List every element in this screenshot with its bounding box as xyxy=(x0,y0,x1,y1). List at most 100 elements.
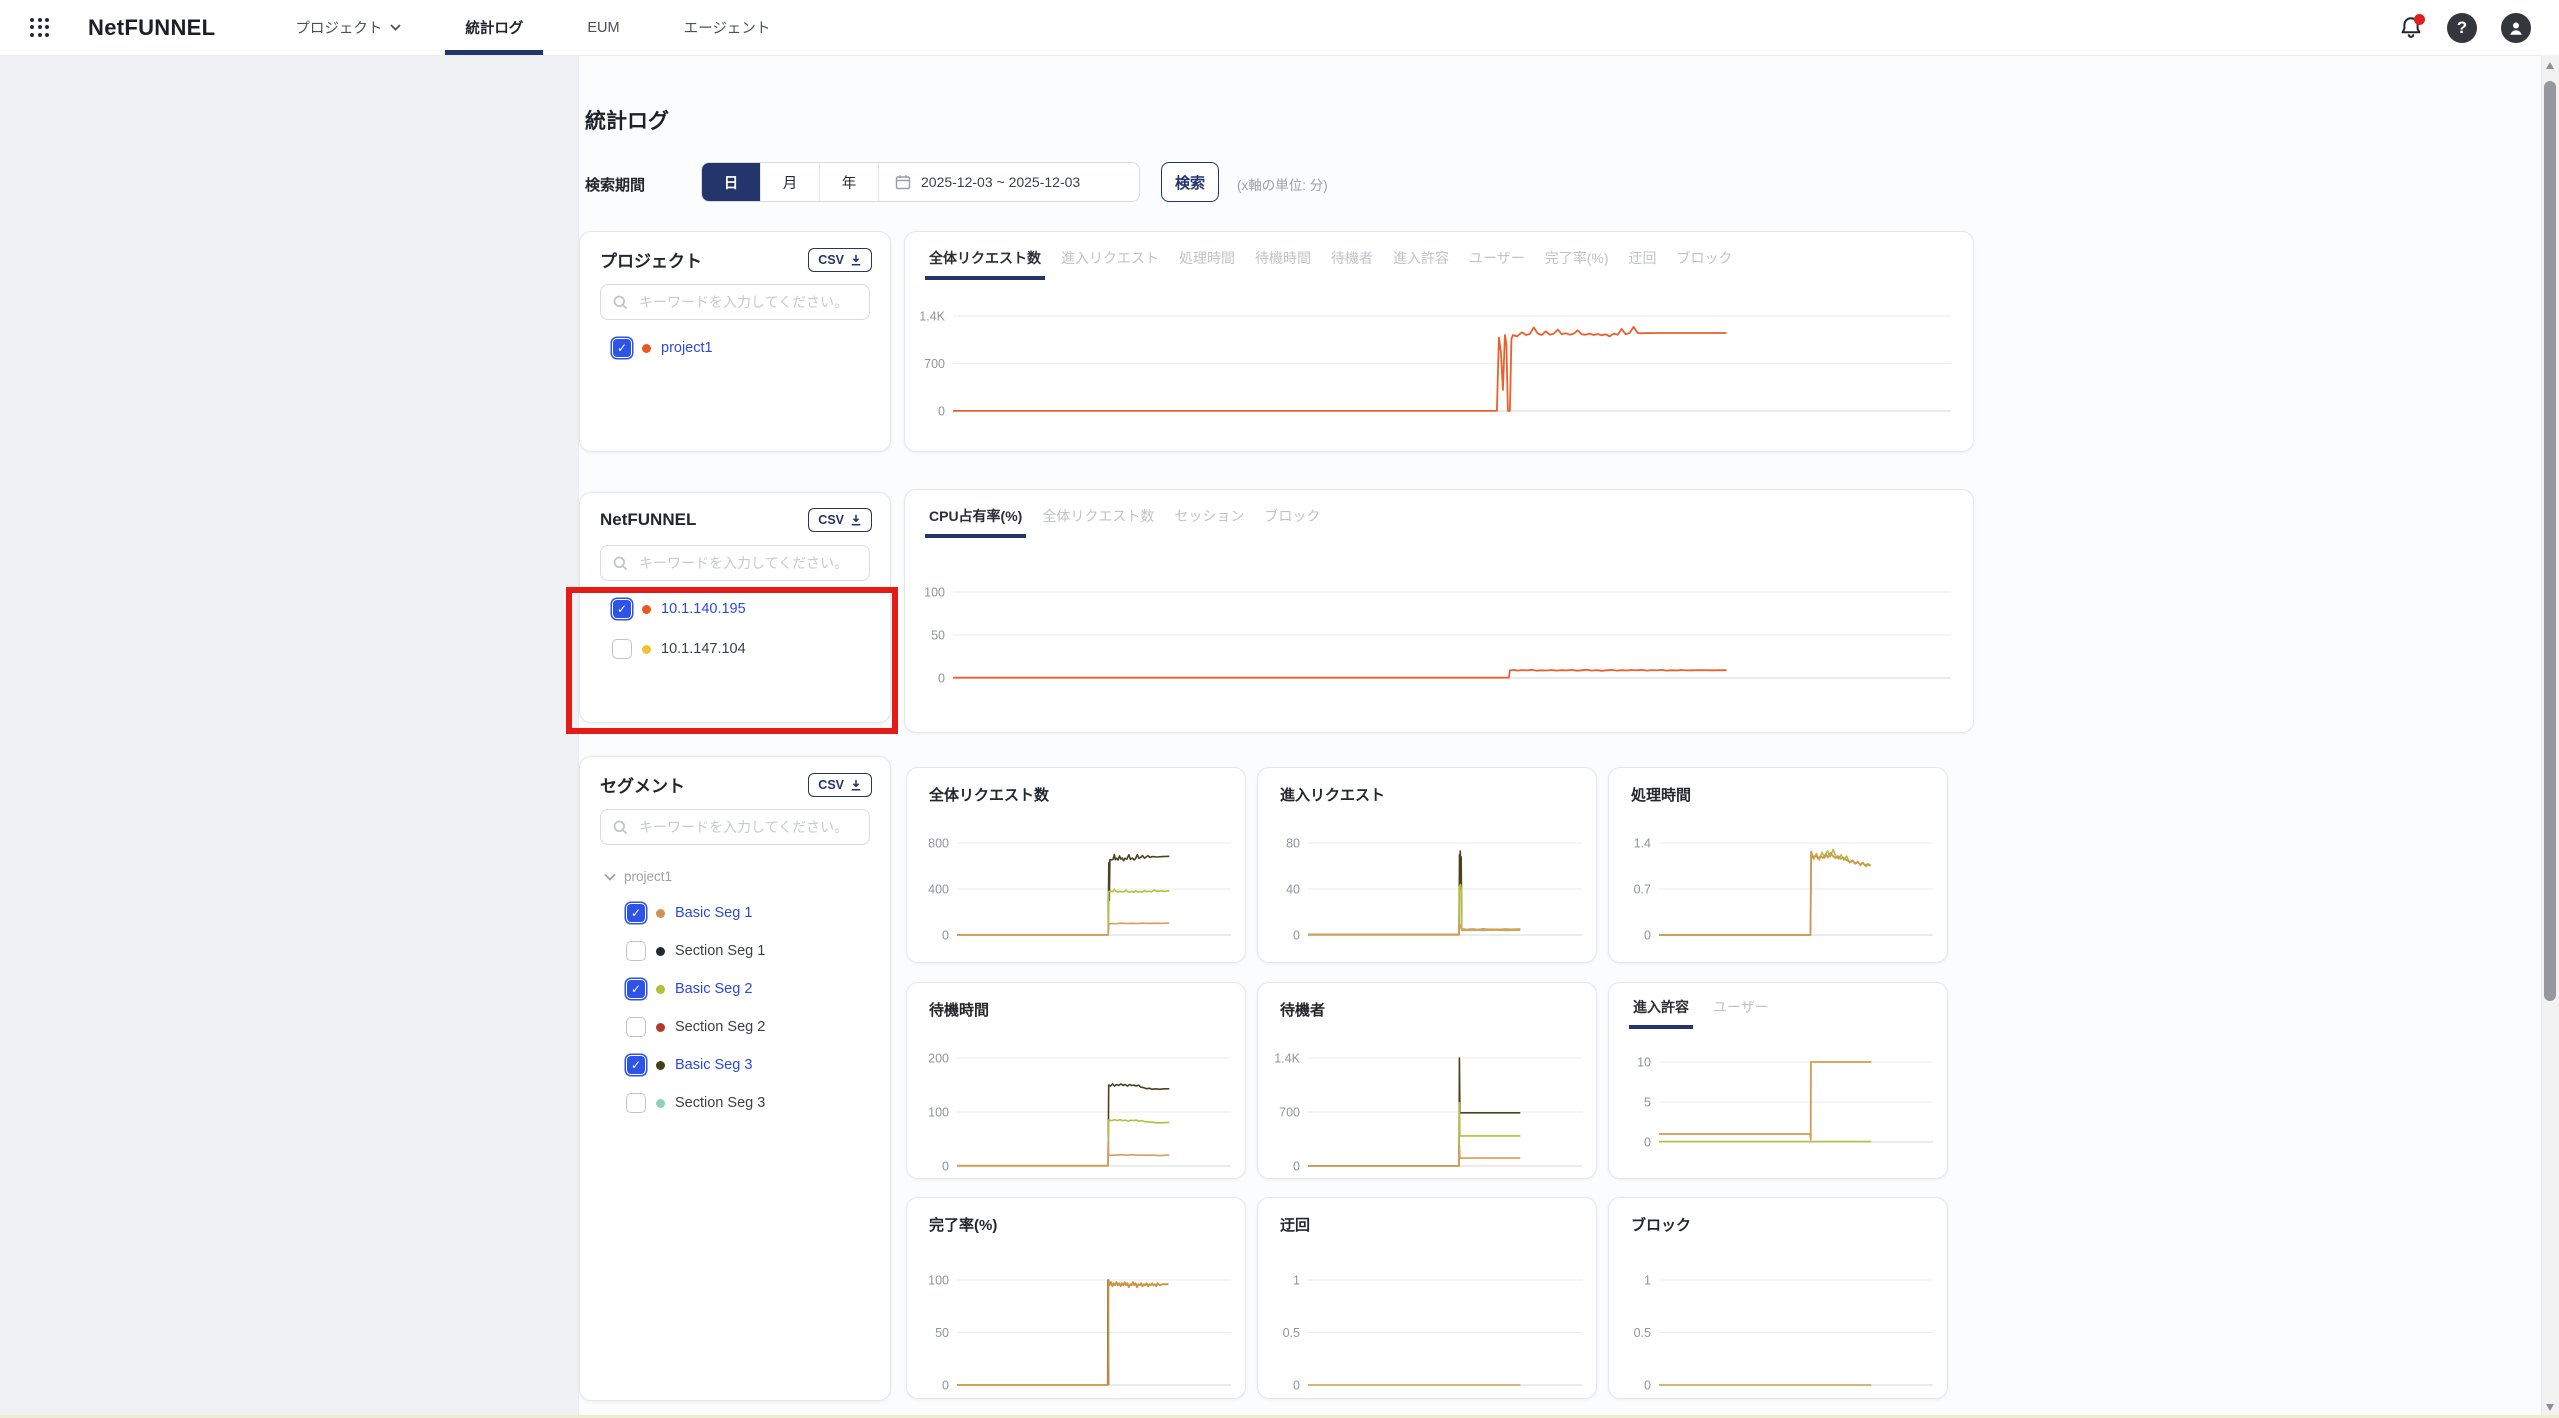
entry-allowed-tabs: 進入許容 ユーザー xyxy=(1609,983,1947,1029)
series-color-dot xyxy=(642,343,651,353)
segment-item-basic-seg-2[interactable]: ✓ Basic Seg 2 xyxy=(626,977,752,1001)
svg-text:1.4K: 1.4K xyxy=(1274,1052,1300,1066)
mini-card-entry-allowed: 進入許容 ユーザー 0 5 10 xyxy=(1608,982,1948,1179)
tab-entry-allowed[interactable]: 進入許容 xyxy=(1393,250,1449,266)
nav-item-project[interactable]: プロジェクト xyxy=(263,0,433,55)
checkbox-checked: ✓ xyxy=(612,338,632,358)
mini-chart-title: 全体リクエスト数 xyxy=(929,787,1050,804)
project-item-project1[interactable]: ✓ project1 xyxy=(612,336,713,360)
svg-text:700: 700 xyxy=(924,357,945,371)
apps-grid-icon[interactable] xyxy=(30,17,50,38)
tab-completion-rate[interactable]: 完了率(%) xyxy=(1544,250,1609,266)
search-period-label: 検索期間 xyxy=(585,177,646,194)
segment-panel-title: セグメント xyxy=(600,777,685,796)
app-logo: NetFUNNEL xyxy=(88,14,216,40)
series-color-dot xyxy=(656,1022,665,1032)
tab-cpu-usage[interactable]: CPU占有率(%) xyxy=(924,506,1027,538)
app-header: NetFUNNEL プロジェクト 統計ログ EUM エージェント ? xyxy=(0,0,2559,56)
tab-wait-time[interactable]: 待機時間 xyxy=(1255,250,1311,266)
x-axis-unit-note: (x軸の単位: 分) xyxy=(1237,178,1328,193)
svg-text:0: 0 xyxy=(1293,1379,1300,1393)
vertical-scrollbar[interactable] xyxy=(2541,55,2559,1418)
netfunnel-panel: NetFUNNEL CSV ✓ 10.1.140.195 10.1.147.10… xyxy=(579,492,891,723)
tab-processing-time[interactable]: 処理時間 xyxy=(1179,250,1235,266)
tab-users[interactable]: ユーザー xyxy=(1713,999,1769,1015)
segment-csv-button[interactable]: CSV xyxy=(808,772,872,797)
segment-panel: セグメント CSV project1 ✓ Basic Seg 1 Section… xyxy=(579,756,891,1401)
netfunnel-cpu-chart: 0 50 100 xyxy=(913,568,1967,723)
tab-total-requests[interactable]: 全体リクエスト数 xyxy=(1042,508,1155,524)
period-month-button[interactable]: 月 xyxy=(761,163,820,201)
netfunnel-chart-tabs: CPU占有率(%) 全体リクエスト数 セッション ブロック xyxy=(905,490,1973,538)
segment-item-section-seg-2[interactable]: Section Seg 2 xyxy=(626,1015,765,1039)
project-search-input[interactable] xyxy=(637,293,857,311)
segment-item-section-seg-3[interactable]: Section Seg 3 xyxy=(626,1091,765,1115)
search-button[interactable]: 検索 xyxy=(1161,162,1219,202)
segment-item-section-seg-1[interactable]: Section Seg 1 xyxy=(626,939,765,963)
item-label: Basic Seg 1 xyxy=(675,905,753,921)
svg-text:40: 40 xyxy=(1286,883,1300,897)
series-color-dot xyxy=(656,1098,665,1108)
account-icon[interactable] xyxy=(2501,12,2531,43)
mini-card-wait-time: 待機時間 0 100 200 xyxy=(906,982,1246,1179)
nav-item-stats-log[interactable]: 統計ログ xyxy=(433,0,555,55)
item-label: Section Seg 2 xyxy=(675,1019,766,1035)
segment-item-basic-seg-3[interactable]: ✓ Basic Seg 3 xyxy=(626,1053,752,1077)
tab-users[interactable]: ユーザー xyxy=(1469,250,1525,266)
main-nav: プロジェクト 統計ログ EUM エージェント xyxy=(263,0,802,55)
nav-item-eum[interactable]: EUM xyxy=(587,19,620,36)
help-icon[interactable]: ? xyxy=(2447,12,2477,43)
nav-item-agent[interactable]: エージェント xyxy=(683,21,771,37)
download-icon xyxy=(851,514,861,526)
mini-chart-title: ブロック xyxy=(1631,1217,1692,1234)
checkbox-unchecked xyxy=(612,639,632,659)
tab-entry-requests[interactable]: 進入リクエスト xyxy=(1061,250,1159,266)
scroll-up-arrow-icon[interactable] xyxy=(2546,62,2554,69)
seg-entry-allowed-chart: 0 5 10 xyxy=(1617,1053,1941,1163)
seg-block-chart: 0 0.5 1 xyxy=(1617,1264,1941,1399)
checkbox-unchecked xyxy=(626,1017,646,1037)
netfunnel-item-140-195[interactable]: ✓ 10.1.140.195 xyxy=(612,597,746,621)
segment-item-basic-seg-1[interactable]: ✓ Basic Seg 1 xyxy=(626,901,752,925)
bottom-edge-strip xyxy=(0,1415,2559,1418)
tab-total-requests[interactable]: 全体リクエスト数 xyxy=(925,248,1045,280)
date-range-input[interactable]: 2025-12-03 ~ 2025-12-03 xyxy=(879,163,1139,201)
item-label: Basic Seg 2 xyxy=(675,981,753,997)
tab-block[interactable]: ブロック xyxy=(1676,250,1733,266)
scroll-down-arrow-icon[interactable] xyxy=(2546,1404,2554,1411)
netfunnel-item-147-104[interactable]: 10.1.147.104 xyxy=(612,637,746,661)
netfunnel-search-input[interactable] xyxy=(637,554,857,572)
svg-text:5: 5 xyxy=(1644,1096,1651,1110)
checkbox-checked: ✓ xyxy=(626,903,646,923)
tab-sessions[interactable]: セッション xyxy=(1174,508,1245,524)
seg-entry-requests-chart: 0 40 80 xyxy=(1266,828,1590,950)
series-color-dot xyxy=(656,908,665,918)
period-year-button[interactable]: 年 xyxy=(820,163,879,201)
svg-text:700: 700 xyxy=(1279,1106,1300,1120)
item-label: Section Seg 3 xyxy=(675,1095,766,1111)
svg-text:0: 0 xyxy=(938,672,945,686)
seg-waiters-chart: 0 700 1.4K xyxy=(1266,1043,1590,1178)
scrollbar-thumb[interactable] xyxy=(2544,81,2556,1001)
svg-text:0.7: 0.7 xyxy=(1634,883,1651,897)
segment-search-input[interactable] xyxy=(637,818,857,836)
project-csv-button[interactable]: CSV xyxy=(808,247,872,272)
mini-card-entry-requests: 進入リクエスト 0 40 80 xyxy=(1257,767,1597,963)
notifications-bell-icon[interactable] xyxy=(2399,13,2425,41)
series-color-dot xyxy=(656,984,665,994)
tab-waiters[interactable]: 待機者 xyxy=(1331,250,1373,266)
svg-text:100: 100 xyxy=(928,1106,949,1120)
mini-chart-title: 完了率(%) xyxy=(929,1217,998,1234)
segment-tree-project1[interactable]: project1 xyxy=(604,869,672,884)
netfunnel-search-box xyxy=(600,545,870,581)
netfunnel-csv-button[interactable]: CSV xyxy=(808,508,872,532)
tab-bypass[interactable]: 迂回 xyxy=(1628,250,1657,266)
tab-entry-allowed[interactable]: 進入許容 xyxy=(1629,997,1693,1029)
mini-chart-title: 進入リクエスト xyxy=(1280,787,1386,804)
tab-block[interactable]: ブロック xyxy=(1264,508,1321,524)
series-color-dot xyxy=(642,604,651,614)
period-day-button[interactable]: 日 xyxy=(702,163,761,201)
seg-processing-time-chart: 0 0.7 1.4 xyxy=(1617,828,1941,950)
mini-card-completion-rate: 完了率(%) 0 50 100 xyxy=(906,1197,1246,1399)
header-actions: ? xyxy=(2399,12,2531,43)
